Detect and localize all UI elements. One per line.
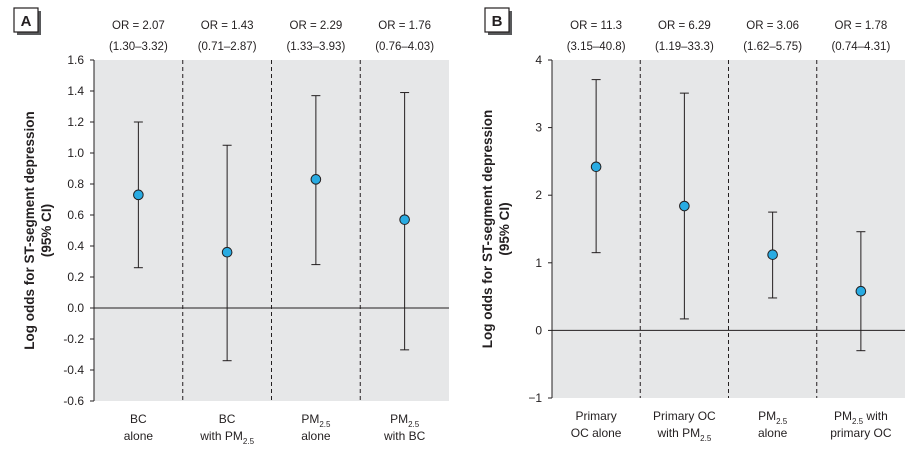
y-tick-label: 2 [535,188,542,202]
odds-ratio-label: OR = 1.76 [378,20,431,32]
y-tick-label: 4 [535,53,542,67]
panel-a: 1.6 1.4 1.2 1.0 0.8 0.6 0.4 0.2 0.0 -0.2 -0.4 -0.6 L… [13,7,449,446]
svg-text:Log odds for ST-segment depres: Log odds for ST-segment depression [22,111,37,350]
y-axis-title: Log odds for ST-segment depression (95% C… [480,110,512,349]
y-tick-label: 0 [535,323,542,337]
panel-label-a: A [13,7,41,35]
odds-ratio-label: OR = 6.29 [658,20,711,32]
y-tick-label: 0.8 [67,177,84,191]
point-estimate-marker [310,174,322,185]
y-tick-label: −1 [528,391,542,405]
panel-label-b: B [484,7,512,35]
svg-text:Log odds for ST-segment depres: Log odds for ST-segment depression [480,110,495,349]
confidence-interval-label: (1.30–3.32) [109,41,168,53]
x-category-label: alone [301,429,331,443]
estimate-a-1: OR = 2.07 (1.30–3.32) [109,20,168,269]
x-category-label: PM2.5 with [834,409,888,426]
odds-ratio-label: OR = 11.3 [570,20,622,32]
svg-text:(95% CI): (95% CI) [497,202,512,255]
confidence-interval-label: (0.71–2.87) [198,41,257,53]
odds-ratio-label: OR = 3.06 [746,20,799,32]
y-tick-label: 1 [535,256,542,270]
x-category-label: Primary OC [653,409,716,423]
y-tick-label: 0.4 [67,239,84,253]
point-estimate-marker [855,285,867,297]
y-tick-label: -0.6 [63,394,84,408]
y-tick-label: 1.6 [67,53,84,67]
estimate-b-3: OR = 3.06 (1.62–5.75) [743,20,802,299]
x-category-label: Primary [575,409,616,423]
svg-text:(95% CI): (95% CI) [39,204,54,257]
y-tick-label: 0.6 [67,208,84,222]
x-category-label: with PM2.5 [656,426,711,443]
estimate-a-2: OR = 1.43 (0.71–2.87) [198,20,257,362]
y-tick-label: -0.2 [63,332,84,346]
confidence-interval-label: (0.74–4.31) [831,41,890,53]
odds-ratio-label: OR = 2.07 [112,20,165,32]
confidence-interval-label: (1.33–3.93) [286,41,345,53]
estimate-a-4: OR = 1.76 (0.76–4.03) [375,20,434,351]
y-tick-label: 1.4 [67,84,84,98]
x-category-label: with PM2.5 [199,429,254,446]
point-estimate-marker [590,161,602,173]
estimate-b-2: OR = 6.29 (1.19–33.3) [655,20,714,320]
estimate-b-4: OR = 1.78 (0.74–4.31) [831,20,890,352]
x-category-label: BC [219,412,236,426]
x-category-label: BC [130,412,147,426]
point-estimate-marker [767,249,778,260]
confidence-interval-label: (1.62–5.75) [743,41,802,53]
point-estimate-marker [399,214,410,225]
y-tick-label: -0.4 [63,363,84,377]
odds-ratio-label: OR = 1.43 [201,20,254,32]
odds-ratio-label: OR = 1.78 [835,20,888,32]
y-tick-label: 0.0 [67,301,84,315]
odds-ratio-label: OR = 2.29 [290,20,343,32]
estimate-b-1: OR = 11.3 (3.15–40.8) [567,20,626,254]
y-tick-label: 1.2 [67,115,84,129]
confidence-interval-label: (3.15–40.8) [567,41,626,53]
point-estimate-marker [133,189,144,201]
x-category-label: PM2.5 [390,412,420,429]
y-tick-label: 1.0 [67,146,84,160]
y-tick-label: 0.2 [67,270,84,284]
x-category-label: OC alone [571,426,622,440]
y-axis-title: Log odds for ST-segment depression (95% C… [22,111,54,350]
y-tick-label: 3 [535,121,542,135]
confidence-interval-label: (1.19–33.3) [655,41,714,53]
svg-text:B: B [492,13,503,30]
x-category-label: primary OC [830,426,892,440]
svg-text:A: A [21,13,32,30]
x-category-label: alone [758,426,788,440]
x-category-label: PM2.5 [301,412,331,429]
confidence-interval-label: (0.76–4.03) [375,41,434,53]
panel-b: 4 3 2 1 0 −1 Log odds for ST-segment depressio… [480,7,905,443]
x-category-label: PM2.5 [758,409,788,426]
x-category-label: alone [124,429,154,443]
x-category-label: with BC [383,429,426,443]
point-estimate-marker [679,200,690,212]
estimate-a-3: OR = 2.29 (1.33–3.93) [286,20,345,266]
point-estimate-marker [221,246,233,258]
